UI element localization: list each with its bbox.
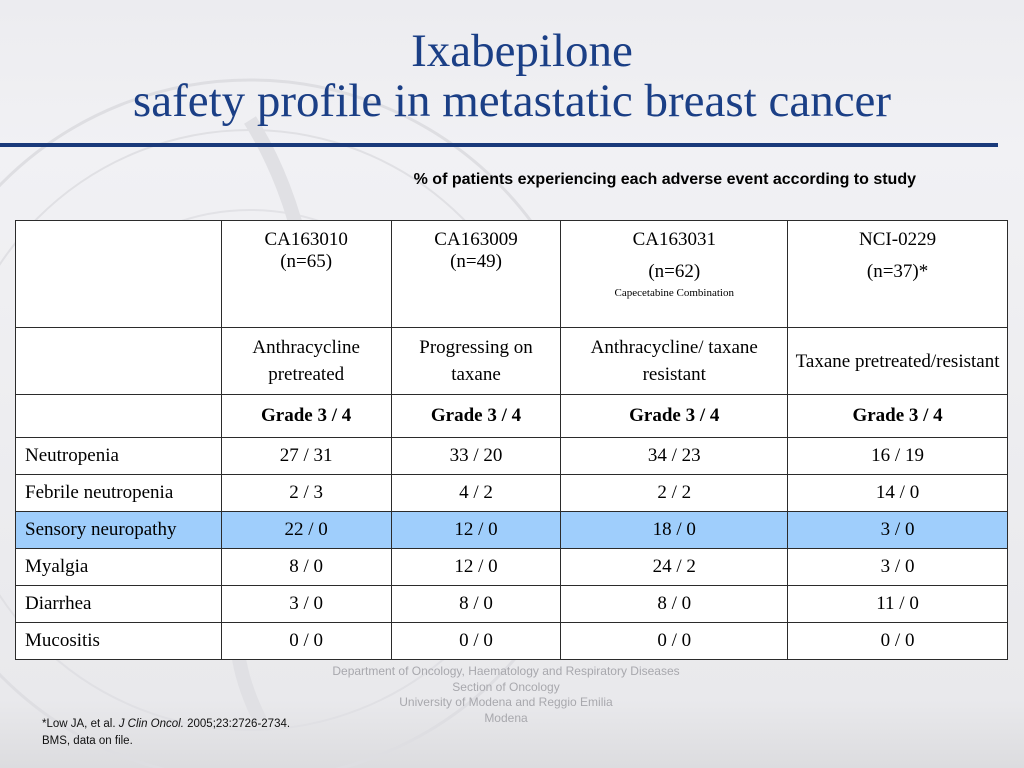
table-cell: 14 / 0 — [787, 474, 1008, 512]
population-cell: Anthracycline/ taxane resistant — [560, 327, 789, 395]
department-line: Modena — [484, 710, 528, 725]
corner-cell — [15, 220, 222, 328]
department-line: University of Modena and Reggio Emilia — [399, 695, 613, 709]
title-line-1: Ixabepilone — [411, 25, 633, 77]
table-cell: 2 / 2 — [560, 474, 789, 512]
reference-2: BMS, data on file. — [42, 735, 133, 747]
table-cell: 11 / 0 — [787, 585, 1008, 623]
department-line: Department of Oncology, Haematology and … — [332, 664, 680, 678]
study-n: (n=65) — [280, 251, 333, 272]
population-cell: Anthracycline pretreated — [220, 327, 392, 395]
table-cell: 4 / 2 — [390, 474, 562, 512]
table-cell: 8 / 0 — [220, 548, 392, 586]
event-label: Sensory neuropathy — [15, 511, 222, 549]
page-title: Ixabepilone safety profile in metastatic… — [0, 26, 1024, 126]
study-id: CA163010 — [264, 229, 348, 250]
grade-cell: Grade 3 / 4 — [787, 394, 1008, 438]
study-header-cell: NCI-0229 (n=37)* — [787, 220, 1008, 328]
table-cell: 27 / 31 — [220, 437, 392, 475]
safety-table: CA163010 (n=65) CA163009 (n=49) CA163031… — [15, 220, 1008, 660]
event-label: Diarrhea — [15, 585, 222, 623]
population-cell: Progressing on taxane — [390, 327, 562, 395]
population-text: Taxane pretreated/resistant — [795, 350, 1000, 372]
table-cell: 8 / 0 — [560, 585, 789, 623]
study-header-cell: CA163031 (n=62) Capecetabine Combination — [560, 220, 789, 328]
corner-cell — [15, 327, 222, 395]
table-cell: 8 / 0 — [390, 585, 562, 623]
reference-authors: *Low JA, et al. — [42, 718, 116, 730]
table-row: Myalgia 8 / 0 12 / 0 24 / 2 3 / 0 — [15, 548, 1008, 586]
title-line-2: safety profile in metastatic breast canc… — [132, 75, 892, 127]
study-n: (n=62) — [648, 261, 701, 282]
study-n: (n=49) — [450, 251, 502, 272]
table-caption: % of patients experiencing each adverse … — [413, 171, 916, 188]
references: *Low JA, et al. J Clin Oncol. 2005;23:27… — [42, 716, 290, 750]
grade-cell: Grade 3 / 4 — [560, 394, 789, 438]
table-row-highlighted: Sensory neuropathy 22 / 0 12 / 0 18 / 0 … — [15, 511, 1008, 549]
study-id: CA163031 — [632, 229, 716, 250]
table-cell: 0 / 0 — [390, 622, 562, 660]
table-cell: 0 / 0 — [220, 622, 392, 660]
table-cell: 3 / 0 — [787, 548, 1008, 586]
study-id: CA163009 — [434, 229, 518, 250]
table-cell: 3 / 0 — [787, 511, 1008, 549]
study-n: (n=37)* — [866, 261, 929, 282]
department-footer: Department of Oncology, Haematology and … — [300, 664, 712, 726]
table-row: Diarrhea 3 / 0 8 / 0 8 / 0 11 / 0 — [15, 585, 1008, 623]
grade-cell: Grade 3 / 4 — [390, 394, 562, 438]
title-divider — [0, 143, 998, 147]
study-header-cell: CA163010 (n=65) — [220, 220, 392, 328]
table-row: Febrile neutropenia 2 / 3 4 / 2 2 / 2 14… — [15, 474, 1008, 512]
population-cell: Taxane pretreated/resistant — [787, 327, 1008, 395]
study-id: NCI-0229 — [859, 229, 937, 250]
table-row: Neutropenia 27 / 31 33 / 20 34 / 23 16 /… — [15, 437, 1008, 475]
corner-cell — [15, 394, 222, 438]
table-cell: 0 / 0 — [787, 622, 1008, 660]
study-id-row: CA163010 (n=65) CA163009 (n=49) CA163031… — [15, 220, 1008, 328]
table-cell: 12 / 0 — [390, 511, 562, 549]
grade-row: Grade 3 / 4 Grade 3 / 4 Grade 3 / 4 Grad… — [15, 394, 1008, 438]
reference-citation: 2005;23:2726-2734. — [187, 718, 291, 730]
population-text: Anthracycline/ taxane resistant — [590, 337, 758, 385]
table-cell: 0 / 0 — [560, 622, 789, 660]
table-cell: 33 / 20 — [390, 437, 562, 475]
population-text: Anthracycline pretreated — [252, 337, 360, 385]
table-cell: 22 / 0 — [220, 511, 392, 549]
table-row: Mucositis 0 / 0 0 / 0 0 / 0 0 / 0 — [15, 622, 1008, 660]
reference-1: *Low JA, et al. J Clin Oncol. 2005;23:27… — [42, 716, 290, 733]
reference-journal: J Clin Oncol. — [118, 718, 184, 730]
table-cell: 16 / 19 — [787, 437, 1008, 475]
table-cell: 34 / 23 — [560, 437, 789, 475]
table-cell: 24 / 2 — [560, 548, 789, 586]
event-label: Myalgia — [15, 548, 222, 586]
event-label: Neutropenia — [15, 437, 222, 475]
population-text: Progressing on taxane — [419, 337, 533, 385]
study-note: Capecetabine Combination — [614, 287, 734, 299]
table-cell: 3 / 0 — [220, 585, 392, 623]
event-label: Mucositis — [15, 622, 222, 660]
table-cell: 2 / 3 — [220, 474, 392, 512]
grade-cell: Grade 3 / 4 — [220, 394, 392, 438]
study-population-row: Anthracycline pretreated Progressing on … — [15, 327, 1008, 395]
event-label: Febrile neutropenia — [15, 474, 222, 512]
table-cell: 12 / 0 — [390, 548, 562, 586]
department-line: Section of Oncology — [452, 679, 560, 694]
study-header-cell: CA163009 (n=49) — [390, 220, 562, 328]
table-cell: 18 / 0 — [560, 511, 789, 549]
